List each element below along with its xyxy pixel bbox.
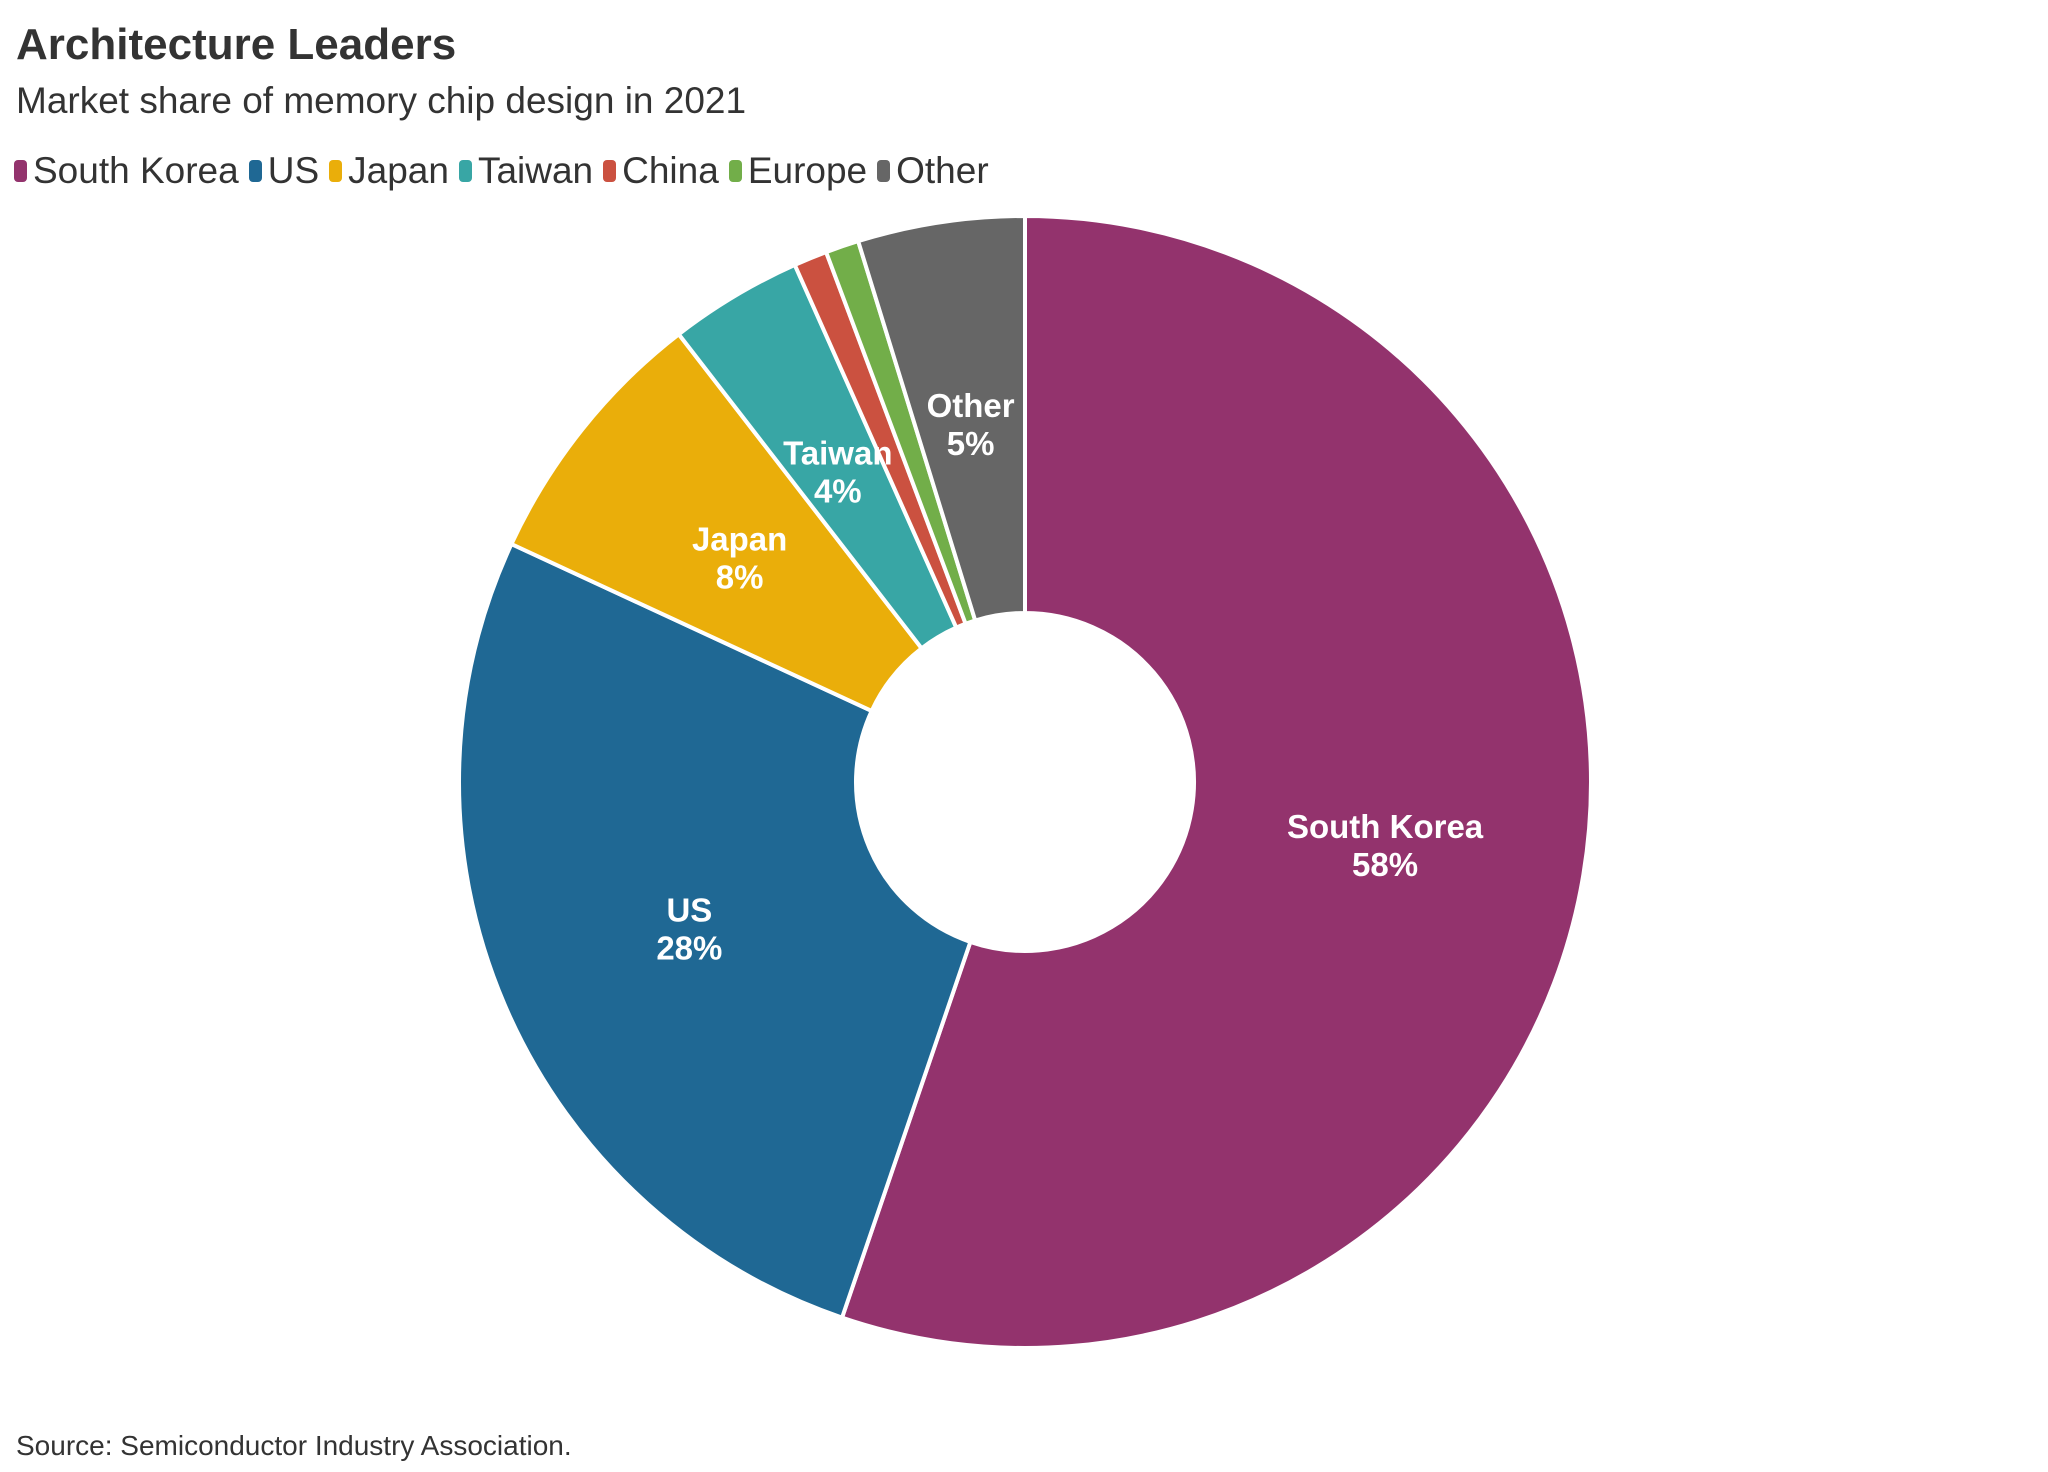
legend-item: Other: [877, 150, 989, 192]
legend-label: Japan: [348, 150, 449, 191]
slice-label-name: South Korea: [1287, 808, 1484, 845]
slice-label-value: 58%: [1352, 846, 1418, 883]
legend-item: Europe: [728, 150, 868, 192]
slice-other: [855, 213, 1027, 624]
slice-label-value: 4%: [814, 473, 862, 510]
slice-label-value: 5%: [947, 425, 995, 462]
legend-label: Europe: [747, 150, 868, 191]
slice-label-value: 28%: [656, 929, 722, 966]
legend-label: Other: [896, 150, 989, 191]
legend-swatch: [14, 160, 27, 182]
slice-label-name: US: [666, 891, 712, 928]
legend-swatch: [728, 160, 742, 182]
legend-swatch: [877, 160, 891, 182]
legend-item: US: [248, 150, 320, 192]
chart-subtitle: Market share of memory chip design in 20…: [16, 80, 747, 121]
legend-item: China: [603, 150, 719, 192]
legend-swatch: [603, 160, 617, 182]
source-note: Source: Semiconductor Industry Associati…: [16, 1430, 572, 1461]
slice-label-value: 8%: [716, 558, 764, 595]
slice-label-name: Taiwan: [783, 435, 892, 472]
legend-item: Taiwan: [458, 150, 594, 192]
legend-swatch: [458, 160, 472, 182]
slice-south-korea: [839, 213, 1593, 1350]
legend-swatch: [248, 160, 262, 182]
legend: South Korea US Japan Taiwan China Europe Other: [14, 150, 999, 192]
slice-label-name: Other: [927, 387, 1015, 424]
legend-label: Taiwan: [477, 150, 594, 191]
legend-label: South Korea: [33, 150, 239, 191]
slice-japan: [508, 331, 925, 714]
legend-swatch: [329, 160, 343, 182]
chart-title: Architecture Leaders: [16, 20, 457, 69]
legend-item: Japan: [329, 150, 449, 192]
legend-label: China: [622, 150, 719, 191]
legend-label: US: [267, 150, 320, 191]
slice-us: [457, 541, 973, 1321]
slice-label-name: Japan: [692, 520, 787, 557]
legend-item: South Korea: [14, 150, 239, 192]
